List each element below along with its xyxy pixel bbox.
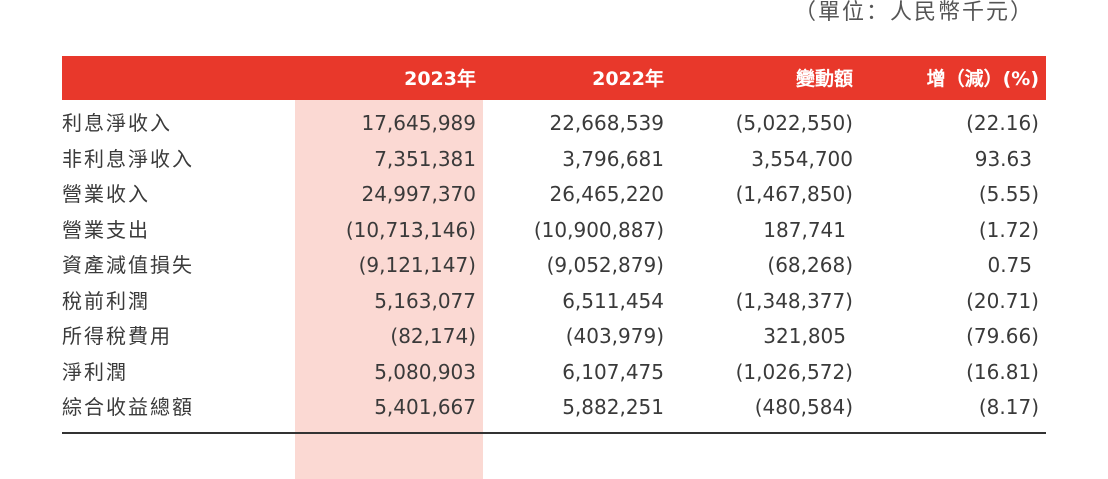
value-change: (68,268) <box>767 253 853 277</box>
table-body: 利息淨收入 17,645,989 22,668,539 (5,022,550) … <box>62 100 1046 426</box>
table-row: 營業收入 24,997,370 26,465,220 (1,467,850) (… <box>62 177 1046 213</box>
value-pct: 93.63 <box>974 146 1032 171</box>
row-label: 資產減值損失 <box>62 253 194 277</box>
value-2023: 5,163,077 <box>374 288 476 313</box>
value-2023: (9,121,147) <box>358 253 476 277</box>
row-label: 營業收入 <box>62 182 150 206</box>
table-row: 淨利潤 5,080,903 6,107,475 (1,026,572) (16.… <box>62 355 1046 391</box>
value-2022: 6,511,454 <box>562 288 664 313</box>
unit-note: （單位：人民幣千元） <box>793 0 1034 25</box>
table-header: 2023年 2022年 變動額 增（減）(%) <box>62 56 1046 100</box>
value-change: 321,805 <box>763 324 846 348</box>
financial-table: 2023年 2022年 變動額 增（減）(%) 利息淨收入 17,645,989… <box>62 56 1046 479</box>
table-row: 利息淨收入 17,645,989 22,668,539 (5,022,550) … <box>62 106 1046 142</box>
value-2022: 26,465,220 <box>549 182 664 206</box>
value-change: 3,554,700 <box>751 146 853 171</box>
value-pct: (22.16) <box>966 111 1039 135</box>
value-2022: (9,052,879) <box>546 253 664 277</box>
value-2022: 5,882,251 <box>562 395 664 419</box>
table-row: 所得稅費用 (82,174) (403,979) 321,805 (79.66) <box>62 319 1046 355</box>
value-2022: 6,107,475 <box>562 359 664 384</box>
value-pct: (20.71) <box>966 288 1039 313</box>
row-label: 利息淨收入 <box>62 111 172 135</box>
value-pct: (16.81) <box>966 359 1039 384</box>
value-change: (1,026,572) <box>735 359 853 384</box>
value-change: (1,467,850) <box>735 182 853 206</box>
row-label: 非利息淨收入 <box>62 146 194 171</box>
value-change: (1,348,377) <box>735 288 853 313</box>
header-change: 變動額 <box>795 68 853 90</box>
value-2023: (10,713,146) <box>345 217 476 242</box>
header-pct: 增（減）(%) <box>926 68 1039 90</box>
value-2023: (82,174) <box>390 324 476 348</box>
value-change: (5,022,550) <box>735 111 853 135</box>
header-2022: 2022年 <box>592 68 664 90</box>
value-2023: 5,401,667 <box>374 395 476 419</box>
row-label: 綜合收益總額 <box>62 395 194 419</box>
value-2023: 24,997,370 <box>361 182 476 206</box>
highlight-column-2023 <box>295 100 483 479</box>
value-2022: 3,796,681 <box>562 146 664 171</box>
value-2022: (10,900,887) <box>533 217 664 242</box>
bottom-rule <box>62 432 1046 434</box>
row-label: 稅前利潤 <box>62 288 150 313</box>
value-2022: (403,979) <box>565 324 664 348</box>
value-pct: (8.17) <box>978 395 1039 419</box>
value-pct: (5.55) <box>978 182 1039 206</box>
value-pct: (1.72) <box>978 217 1039 242</box>
value-change: 187,741 <box>763 217 846 242</box>
value-2023: 17,645,989 <box>361 111 476 135</box>
table-row: 營業支出 (10,713,146) (10,900,887) 187,741 (… <box>62 213 1046 249</box>
value-pct: 0.75 <box>987 253 1032 277</box>
value-2023: 5,080,903 <box>374 359 476 384</box>
row-label: 所得稅費用 <box>62 324 172 348</box>
table-row: 非利息淨收入 7,351,381 3,796,681 3,554,700 93.… <box>62 142 1046 178</box>
value-pct: (79.66) <box>966 324 1039 348</box>
table-row: 綜合收益總額 5,401,667 5,882,251 (480,584) (8.… <box>62 390 1046 426</box>
value-2022: 22,668,539 <box>549 111 664 135</box>
row-label: 淨利潤 <box>62 359 128 384</box>
value-change: (480,584) <box>754 395 853 419</box>
value-2023: 7,351,381 <box>374 146 476 171</box>
header-2023: 2023年 <box>404 68 476 90</box>
table-row: 稅前利潤 5,163,077 6,511,454 (1,348,377) (20… <box>62 284 1046 320</box>
row-label: 營業支出 <box>62 217 150 242</box>
table-row: 資產減值損失 (9,121,147) (9,052,879) (68,268) … <box>62 248 1046 284</box>
